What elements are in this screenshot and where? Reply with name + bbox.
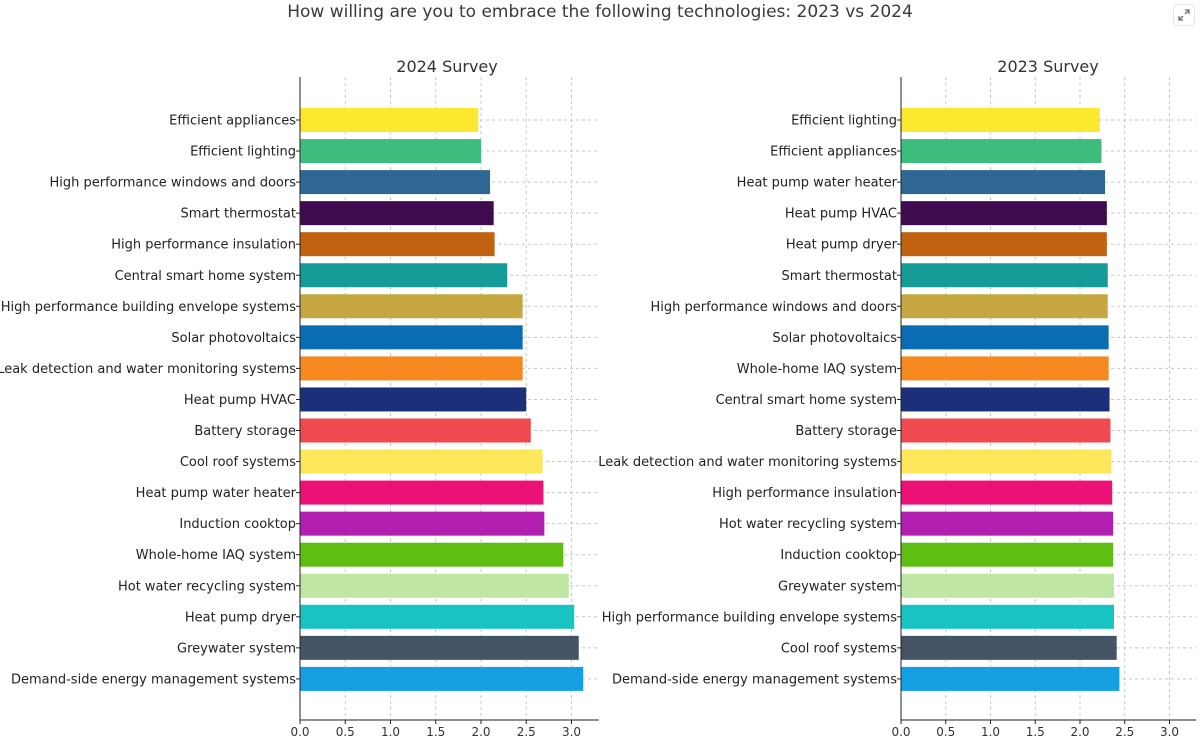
category-label: Heat pump dryer	[786, 238, 898, 253]
bar	[300, 108, 479, 132]
category-label: High performance insulation	[712, 486, 897, 501]
category-label: Heat pump dryer	[185, 610, 297, 625]
x-tick-label: 2.5	[1115, 725, 1134, 739]
category-label: Central smart home system	[716, 393, 897, 408]
bar	[300, 139, 481, 164]
x-tick-label: 0.0	[290, 725, 309, 739]
chart-title-2024: 2024 Survey	[396, 57, 497, 76]
category-label: Solar photovoltaics	[171, 331, 296, 346]
category-label: High performance windows and doors	[651, 300, 898, 315]
chart-2023-survey: 2023 Survey 0.0 0.5 1.0 1.5 2.0 2.5 3.0 Efficien…	[598, 57, 1197, 739]
expand-icon	[1178, 9, 1190, 21]
x-tick-label: 1.5	[1026, 725, 1045, 739]
category-label: High performance building envelope syste…	[602, 610, 897, 625]
chart-2024-survey: 2024 Survey 0.0 0.5 1.0 1.5 2.0 2.5 3.0 Efficien…	[0, 57, 599, 739]
category-label: Efficient appliances	[770, 145, 897, 160]
bar	[901, 170, 1106, 195]
category-label: Whole-home IAQ system	[737, 362, 897, 377]
category-label: Solar photovoltaics	[772, 331, 897, 346]
category-label: Greywater system	[778, 579, 897, 594]
x-tick-label: 3.0	[1160, 725, 1179, 739]
category-label: Induction cooktop	[179, 517, 296, 532]
bar	[300, 542, 564, 567]
x-tick-label: 1.0	[981, 725, 1000, 739]
category-label: Battery storage	[194, 424, 296, 439]
category-label: Heat pump HVAC	[785, 207, 897, 222]
bar	[901, 480, 1113, 505]
bar	[300, 356, 523, 381]
bar	[300, 170, 491, 195]
x-tick-label: 0.5	[936, 725, 955, 739]
x-tick-label: 1.0	[381, 725, 400, 739]
category-label: Greywater system	[177, 641, 296, 656]
category-label: Induction cooktop	[780, 548, 897, 563]
category-label: Efficient appliances	[169, 114, 296, 129]
bar	[300, 232, 495, 257]
chart-title-2023: 2023 Survey	[997, 57, 1098, 76]
bar	[901, 201, 1107, 226]
bar	[901, 573, 1115, 598]
category-label: Smart thermostat	[782, 269, 897, 284]
category-label: Demand-side energy management systems	[612, 672, 897, 687]
bar	[901, 108, 1100, 132]
category-label: High performance windows and doors	[50, 176, 297, 191]
category-label: Central smart home system	[115, 269, 296, 284]
bar	[300, 294, 523, 319]
category-label: Demand-side energy management systems	[11, 672, 296, 687]
category-label: Heat pump HVAC	[184, 393, 296, 408]
page-title: How willing are you to embrace the follo…	[287, 2, 913, 22]
bar	[901, 604, 1115, 629]
bar	[901, 356, 1109, 381]
bar	[300, 263, 508, 288]
x-tick-label: 0.0	[891, 725, 910, 739]
category-label: Leak detection and water monitoring syst…	[0, 362, 296, 377]
bar	[901, 325, 1109, 350]
bar	[300, 573, 569, 598]
category-label: Heat pump water heater	[136, 486, 297, 501]
bar	[901, 294, 1108, 319]
bar	[300, 325, 523, 350]
x-tick-label: 3.0	[562, 725, 581, 739]
bar	[300, 604, 575, 629]
category-label: Leak detection and water monitoring syst…	[598, 455, 897, 470]
bar	[300, 201, 494, 226]
category-label: High performance building envelope syste…	[1, 300, 296, 315]
x-tick-label: 2.0	[471, 725, 490, 739]
category-label: Efficient lighting	[791, 114, 897, 129]
category-label: Battery storage	[795, 424, 897, 439]
bar	[901, 449, 1112, 474]
category-label: Cool roof systems	[180, 455, 296, 470]
category-label: Hot water recycling system	[719, 517, 897, 532]
category-label: Hot water recycling system	[118, 579, 296, 594]
category-label: Cool roof systems	[781, 641, 897, 656]
bar	[901, 418, 1111, 443]
bar	[901, 263, 1108, 288]
bar	[300, 387, 527, 412]
bar	[901, 511, 1114, 536]
bar	[300, 511, 545, 536]
category-label: High performance insulation	[111, 238, 296, 253]
x-tick-label: 1.5	[426, 725, 445, 739]
bar	[901, 139, 1102, 164]
category-label: Efficient lighting	[190, 145, 296, 160]
bar	[901, 542, 1114, 567]
bar	[300, 449, 543, 474]
bar	[901, 387, 1110, 412]
bar	[901, 666, 1120, 691]
x-tick-label: 0.5	[336, 725, 355, 739]
category-label: Heat pump water heater	[737, 176, 898, 191]
bar	[300, 418, 531, 443]
bar	[901, 232, 1107, 257]
bar	[901, 635, 1117, 660]
x-tick-label: 2.5	[517, 725, 536, 739]
x-tick-label: 2.0	[1070, 725, 1089, 739]
category-label: Whole-home IAQ system	[136, 548, 296, 563]
bar	[300, 666, 584, 691]
bar	[300, 480, 544, 505]
category-label: Smart thermostat	[181, 207, 296, 222]
expand-button[interactable]	[1173, 4, 1195, 26]
bar	[300, 635, 579, 660]
